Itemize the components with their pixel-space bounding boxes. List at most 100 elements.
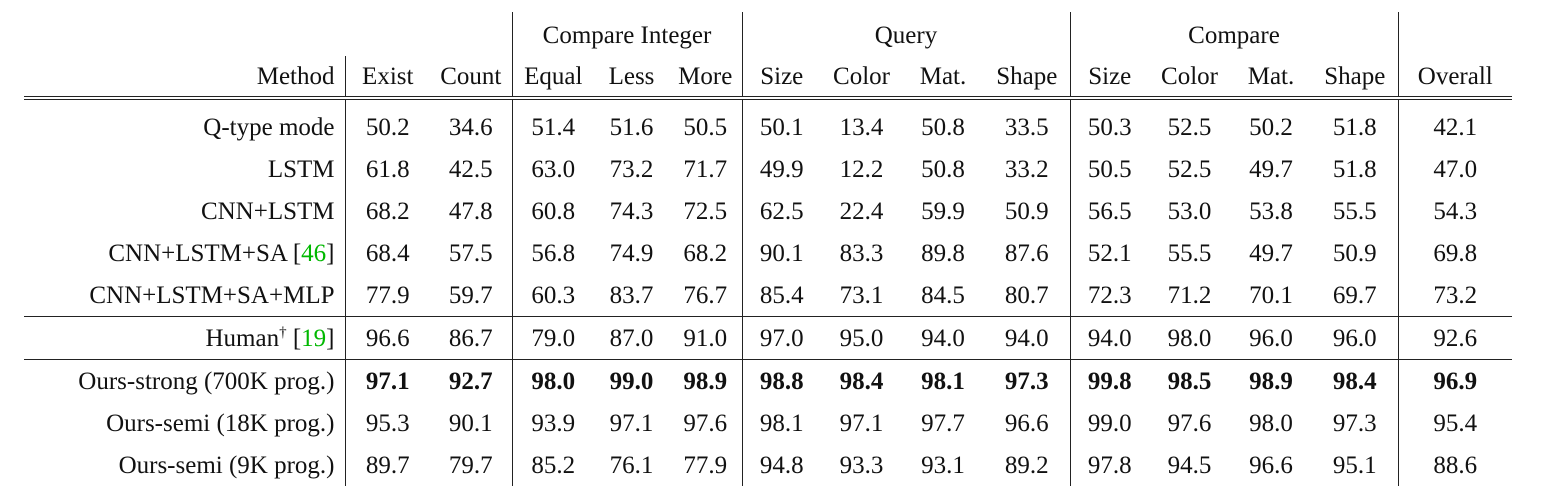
value-cell: 94.0 — [984, 316, 1070, 360]
value-cell: 59.7 — [448, 281, 493, 309]
value-cell: 56.8 — [511, 232, 594, 274]
column-header-query-color: Color — [821, 56, 902, 100]
value-cell: 73.2 — [609, 155, 654, 183]
value-cell: 97.1 — [344, 359, 430, 402]
value-cell: 50.5 — [683, 113, 728, 141]
value-cell: 79.0 — [511, 316, 594, 360]
value-cell: 50.2 — [344, 98, 430, 148]
value-cell: 50.5 — [1069, 148, 1149, 190]
group-header-overall-blank — [1397, 12, 1512, 56]
column-header-compare-color: Color — [1149, 56, 1230, 100]
group-header-query: Query — [741, 12, 1070, 56]
value-cell: 50.2 — [1249, 113, 1293, 141]
results-table: Compare Integer Query Compare Method Exi… — [24, 12, 1512, 486]
column-header-exist: Exist — [344, 56, 430, 100]
value-cell: 91.0 — [669, 316, 742, 360]
value-cell: 98.0 — [1149, 316, 1230, 360]
value-cell: 60.3 — [511, 274, 594, 317]
method-name-cell: Ours-semi (18K prog.) — [24, 402, 345, 444]
value-cell: 71.2 — [1167, 281, 1212, 309]
value-cell: 51.8 — [1332, 113, 1377, 141]
value-cell: 97.3 — [984, 359, 1070, 402]
column-header-compare-shape: Shape — [1312, 56, 1398, 100]
value-cell: 98.8 — [741, 359, 821, 402]
value-cell: 33.5 — [1004, 113, 1049, 141]
column-header-less: Less — [594, 56, 669, 100]
value-cell: 49.7 — [1249, 155, 1293, 183]
column-header-row: Method Exist Count Equal Less More Size … — [24, 56, 1512, 100]
method-name: Ours-strong (700K prog.) — [78, 367, 335, 395]
method-name: CNN+LSTM+SA+MLP — [89, 281, 335, 309]
citation-link[interactable]: 46 — [301, 239, 327, 267]
value-cell: 22.4 — [839, 197, 884, 225]
value-cell: 97.1 — [609, 409, 654, 437]
method-name-cell: Q-type mode — [24, 98, 345, 148]
value-cell: 68.2 — [344, 190, 430, 232]
value-cell: 33.2 — [1004, 155, 1049, 183]
value-cell: 96.6 — [344, 316, 430, 360]
value-cell: 51.8 — [1332, 155, 1377, 183]
value-cell: 69.8 — [1397, 232, 1512, 274]
value-cell: 79.7 — [448, 451, 493, 479]
value-cell: 99.0 — [594, 359, 669, 402]
value-cell: 61.8 — [344, 148, 430, 190]
method-name: Q-type mode — [203, 113, 335, 141]
value-cell: 73.2 — [1397, 274, 1512, 317]
value-cell: 98.0 — [511, 359, 594, 402]
value-cell: 95.3 — [344, 402, 430, 444]
method-name-cell: Ours-semi (9K prog.) — [24, 444, 345, 486]
value-cell: 50.8 — [921, 155, 965, 183]
column-header-more: More — [669, 56, 742, 100]
table-row: CNN+LSTM+SA+MLP 77.9 59.7 60.3 83.7 76.7 85.4 7… — [24, 274, 1512, 317]
value-cell: 97.6 — [683, 409, 728, 437]
value-cell: 89.7 — [344, 444, 430, 486]
method-name: CNN+LSTM — [200, 197, 335, 225]
value-cell: 85.4 — [741, 274, 821, 317]
value-cell: 47.0 — [1397, 148, 1512, 190]
value-cell: 93.3 — [839, 451, 884, 479]
method-name-cell: LSTM — [24, 148, 345, 190]
value-cell: 94.8 — [741, 444, 821, 486]
value-cell: 92.7 — [430, 359, 512, 402]
column-header-query-size: Size — [741, 56, 821, 100]
method-name: LSTM — [267, 155, 335, 183]
value-cell: 68.2 — [683, 239, 728, 267]
value-cell: 51.4 — [511, 98, 594, 148]
value-cell: 71.7 — [683, 155, 728, 183]
citation-link[interactable]: 19 — [301, 324, 327, 352]
value-cell: 99.0 — [1069, 402, 1149, 444]
value-cell: 72.3 — [1069, 274, 1149, 317]
value-cell: 95.1 — [1332, 451, 1377, 479]
value-cell: 52.5 — [1167, 113, 1212, 141]
value-cell: 84.5 — [921, 281, 965, 309]
group-header-row: Compare Integer Query Compare — [24, 12, 1512, 56]
value-cell: 97.1 — [839, 409, 884, 437]
value-cell: 42.1 — [1397, 98, 1512, 148]
method-name-cell: Human† [19] — [24, 316, 345, 360]
value-cell: 74.9 — [609, 239, 654, 267]
method-name-cell: CNN+LSTM+SA [46] — [108, 239, 335, 267]
value-cell: 76.1 — [609, 451, 654, 479]
value-cell: 94.5 — [1167, 451, 1212, 479]
value-cell: 51.6 — [609, 113, 654, 141]
value-cell: 97.6 — [1167, 409, 1212, 437]
value-cell: 97.3 — [1332, 409, 1377, 437]
method-name: Human — [205, 324, 280, 352]
value-cell: 49.9 — [741, 148, 821, 190]
value-cell: 73.1 — [839, 281, 884, 309]
value-cell: 95.0 — [821, 316, 902, 360]
method-name: CNN+LSTM+SA — [108, 239, 287, 267]
value-cell: 50.3 — [1069, 98, 1149, 148]
table-row: LSTM 61.8 42.5 63.0 73.2 71.7 49.9 12.2 50.8 33.2… — [24, 148, 1512, 190]
value-cell: 80.7 — [1004, 281, 1049, 309]
value-cell: 83.3 — [839, 239, 884, 267]
table-body: Q-type mode 50.2 34.6 51.4 51.6 50.5 50.1 13.4 5… — [24, 98, 1512, 486]
value-cell: 96.6 — [1004, 409, 1049, 437]
value-cell: 49.7 — [1249, 239, 1293, 267]
value-cell: 98.0 — [1249, 409, 1293, 437]
table-row: CNN+LSTM+SA [46] 68.4 57.5 56.8 74.9 68.2 90.1… — [24, 232, 1512, 274]
value-cell: 55.5 — [1332, 197, 1377, 225]
method-name-cell: CNN+LSTM+SA+MLP — [24, 274, 345, 317]
value-cell: 93.9 — [511, 402, 594, 444]
value-cell: 53.0 — [1167, 197, 1212, 225]
